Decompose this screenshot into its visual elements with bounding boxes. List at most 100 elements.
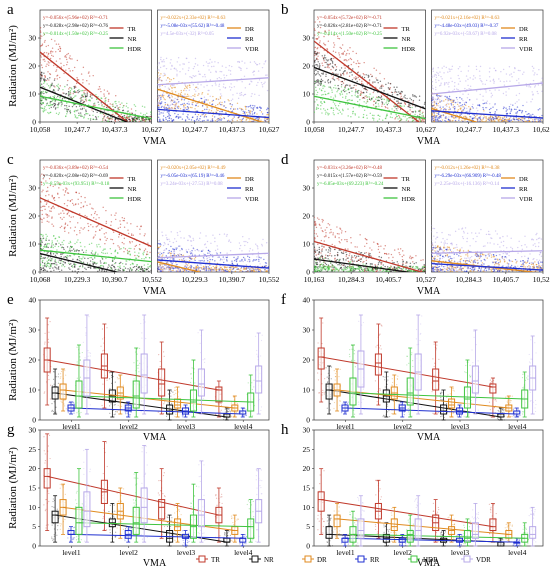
scatter-point-vdr (215, 251, 218, 254)
scatter-point-rr (251, 113, 254, 115)
scatter-point-nr (69, 111, 72, 114)
x-tick-label: 10,437.3 (101, 125, 128, 134)
fit-line-nr (314, 66, 426, 110)
scatter-point-nr (344, 85, 347, 87)
scatter-point-hdr (76, 241, 78, 243)
scatter-point-nr (314, 52, 316, 54)
scatter-point-hdr (51, 104, 54, 106)
scatter-point-dr (173, 86, 175, 89)
scatter-point-tr (330, 231, 332, 233)
scatter-point-dr (481, 119, 483, 122)
scatter-point-rr (263, 265, 266, 268)
scatter-point-nr (52, 267, 54, 269)
scatter-point-vdr (466, 107, 468, 110)
scatter-point-vdr (260, 81, 263, 84)
scatter-point-hdr (368, 96, 371, 98)
scatter-point-tr (373, 100, 375, 103)
scatter-point-vdr (431, 87, 434, 89)
scatter-point-hdr (100, 264, 102, 267)
scatter-point-rr (169, 114, 172, 117)
scatter-point-hdr (40, 239, 42, 242)
scatter-point-rr (168, 266, 171, 269)
scatter-point-tr (110, 221, 113, 223)
scatter-point-nr (42, 86, 44, 88)
scatter-point-nr (350, 87, 352, 90)
scatter-point-rr (199, 115, 202, 117)
scatter-point-tr (46, 216, 49, 218)
scatter-point-nr (40, 77, 42, 79)
scatter-point-dr (174, 91, 177, 93)
scatter-point-nr (58, 88, 60, 90)
scatter-point-tr (383, 248, 385, 250)
scatter-point-nr (331, 65, 334, 68)
scatter-point-hdr (335, 87, 337, 89)
scatter-point-dr (163, 94, 165, 97)
scatter-point-dr (180, 89, 182, 92)
scatter-point-tr (103, 113, 105, 116)
scatter-point-tr (348, 59, 350, 61)
scatter-point-rr (221, 118, 223, 120)
scatter-point-nr (365, 74, 367, 76)
scatter-point-dr (184, 93, 186, 95)
scatter-point-hdr (347, 108, 349, 110)
scatter-point-hdr (62, 88, 64, 91)
scatter-point-vdr (503, 81, 505, 83)
scatter-point-nr (331, 61, 334, 63)
scatter-point-tr (73, 230, 76, 232)
scatter-point-rr (252, 109, 255, 111)
scatter-point-rr (186, 115, 188, 118)
scatter-point-nr (148, 119, 151, 121)
scatter-point-nr (103, 271, 105, 272)
scatter-point-nr (387, 87, 390, 89)
scatter-point-vdr (172, 270, 175, 272)
scatter-point-rr (219, 118, 221, 121)
scatter-point-dr (215, 98, 217, 100)
scatter-point-vdr (188, 67, 190, 69)
scatter-point-vdr (226, 252, 228, 254)
scatter-point-tr (119, 220, 121, 222)
scatter-point-hdr (397, 118, 399, 120)
scatter-point-tr (43, 58, 45, 60)
scatter-point-tr (103, 105, 106, 108)
scatter-point-dr (492, 121, 494, 122)
scatter-point-rr (496, 109, 498, 111)
scatter-point-rr (459, 102, 461, 104)
scatter-point-nr (118, 269, 120, 272)
scatter-point-hdr (387, 102, 389, 104)
scatter-point-rr (157, 242, 159, 245)
scatter-point-hdr (48, 112, 50, 115)
scatter-point-vdr (228, 240, 230, 243)
scatter-point-nr (67, 108, 70, 111)
scatter-point-tr (378, 251, 381, 254)
scatter-point-vdr (267, 254, 269, 257)
scatter-point-vdr (162, 92, 165, 94)
scatter-point-hdr (129, 112, 131, 114)
scatter-point-dr (160, 263, 162, 265)
scatter-point-vdr (436, 71, 438, 74)
scatter-point-dr (505, 118, 507, 121)
scatter-point-rr (489, 117, 492, 119)
legend-label: HDR (128, 196, 142, 203)
scatter-point-dr (171, 96, 173, 98)
scatter-point-hdr (347, 115, 349, 117)
scatter-point-vdr (251, 249, 254, 251)
scatter-point-dr (177, 105, 180, 108)
scatter-point-nr (121, 115, 124, 118)
scatter-point-vdr (255, 270, 258, 272)
scatter-point-rr (198, 119, 200, 122)
scatter-point-hdr (130, 247, 132, 250)
legend-label: DR (519, 26, 529, 33)
scatter-point-dr (160, 95, 162, 97)
scatter-point-rr (208, 267, 211, 269)
scatter-point-rr (157, 116, 160, 118)
scatter-point-nr (61, 97, 64, 100)
scatter-point-nr (148, 115, 150, 118)
scatter-point-nr (403, 96, 405, 98)
scatter-point-rr (228, 266, 231, 268)
scatter-point-vdr (198, 250, 200, 252)
scatter-point-rr (168, 117, 171, 119)
scatter-point-nr (375, 79, 378, 81)
scatter-point-tr (75, 191, 77, 193)
scatter-point-vdr (253, 74, 255, 76)
scatter-point-nr (107, 115, 109, 118)
